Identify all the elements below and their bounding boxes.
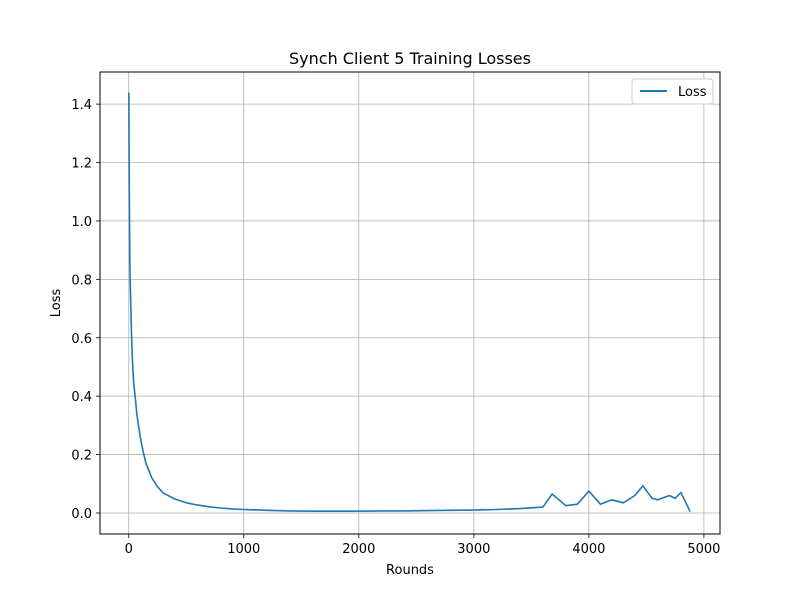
- y-tick-label: 0.6: [71, 332, 92, 347]
- x-tick-label: 1000: [227, 542, 260, 557]
- y-tick-label: 1.0: [71, 215, 92, 230]
- plot-frame: [99, 71, 721, 535]
- y-tick-label: 0.2: [71, 449, 92, 464]
- x-tick-label: 0: [125, 542, 133, 557]
- legend: Loss: [631, 78, 714, 105]
- grid: [100, 72, 720, 534]
- y-tick-label: 0.0: [71, 507, 92, 522]
- series-line-loss: [128, 92, 691, 513]
- x-tick-label: 3000: [457, 542, 490, 557]
- x-tick-label: 4000: [572, 542, 605, 557]
- legend-box: [631, 78, 714, 105]
- y-tick-label: 0.4: [71, 390, 92, 405]
- legend-label: Loss: [678, 85, 707, 100]
- x-tick-label: 2000: [342, 542, 375, 557]
- y-axis-label: Loss: [49, 289, 64, 318]
- y-tick-label: 1.4: [71, 98, 92, 113]
- ticks: 0 1000 2000 3000 4000 5000 0.0 0.2 0.4 0.6 0.8 1.0 1…: [71, 98, 720, 557]
- chart-title: Synch Client 5 Training Losses: [289, 49, 531, 68]
- y-tick-label: 0.8: [71, 273, 92, 288]
- x-tick-label: 5000: [687, 542, 720, 557]
- x-axis-label: Rounds: [386, 563, 434, 578]
- plot-lines: [128, 92, 691, 513]
- y-tick-label: 1.2: [71, 157, 92, 172]
